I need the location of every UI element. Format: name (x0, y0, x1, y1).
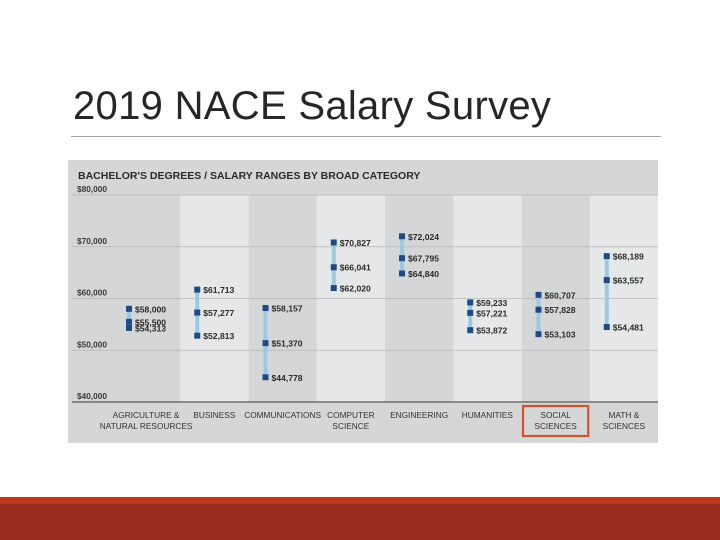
salary-point (467, 327, 474, 334)
salary-point (262, 374, 269, 381)
salary-point (194, 332, 201, 339)
salary-value-label: $44,778 (272, 373, 303, 383)
salary-value-label: $72,024 (408, 232, 439, 242)
category-label: SCIENCES (534, 421, 577, 431)
y-tick-label: $40,000 (77, 391, 107, 401)
salary-point (126, 305, 132, 312)
slide-title: 2019 NACE Salary Survey (73, 84, 552, 128)
highlight-box (521, 404, 590, 438)
salary-value-label: $55,500 (135, 317, 166, 327)
salary-value-label: $52,813 (203, 331, 234, 341)
category-label: MATH & (609, 410, 640, 420)
y-tick-label: $50,000 (77, 339, 107, 349)
salary-range-bar (127, 308, 131, 328)
salary-point (535, 306, 542, 313)
salary-value-label: $61,713 (203, 285, 234, 295)
salary-value-label: $68,189 (613, 252, 644, 262)
salary-point (535, 291, 542, 298)
salary-value-label: $57,277 (203, 308, 234, 318)
salary-value-label: $60,707 (545, 290, 576, 300)
chart-title: BACHELOR'S DEGREES / SALARY RANGES BY BR… (78, 170, 420, 182)
salary-point (399, 255, 405, 262)
salary-value-label: $58,157 (272, 304, 303, 314)
category-label: AGRICULTURE & (113, 410, 180, 420)
salary-point (126, 324, 132, 331)
category-label: COMMUNICATIONS (244, 410, 321, 420)
salary-value-label: $62,020 (340, 284, 371, 294)
salary-value-label: $54,313 (135, 323, 166, 333)
y-tick-label: $70,000 (77, 236, 107, 246)
salary-value-label: $64,840 (408, 269, 439, 279)
category-label: NATURAL RESOURCES (100, 421, 193, 431)
salary-point (262, 305, 269, 312)
category-label: COMPUTER (327, 410, 374, 420)
salary-value-label: $66,041 (340, 263, 371, 273)
category-label: SCIENCE (332, 421, 369, 431)
salary-point (126, 318, 132, 325)
salary-range-bar (536, 294, 541, 335)
salary-point (330, 264, 337, 271)
salary-value-label: $53,872 (476, 326, 507, 336)
title-divider (71, 136, 661, 137)
y-tick-label: $60,000 (77, 288, 107, 298)
category-label: ENGINEERING (390, 410, 448, 420)
footer-accent-stripe (0, 497, 720, 504)
salary-value-label: $67,795 (408, 254, 439, 264)
category-label: SOCIAL (540, 410, 571, 420)
chart-canvas: $80,000 $70,000 $60,000 $50,000 $40,000 $58,0… (72, 170, 658, 438)
salary-value-label: $63,557 (613, 276, 644, 286)
salary-point (603, 253, 610, 260)
y-tick-label: $80,000 (77, 184, 107, 194)
salary-point (194, 286, 201, 293)
salary-value-label: $57,828 (545, 305, 576, 315)
salary-value-label: $54,481 (613, 323, 644, 333)
salary-point (330, 285, 337, 292)
salary-point (467, 299, 474, 306)
category-label: HUMANITIES (462, 410, 514, 420)
salary-point (603, 277, 610, 284)
salary-value-label: $51,370 (272, 339, 303, 349)
salary-point (399, 233, 405, 240)
salary-point (603, 324, 610, 331)
salary-point (330, 239, 337, 246)
salary-value-label: $70,827 (340, 238, 371, 248)
salary-range-bar (604, 256, 609, 328)
salary-point (262, 340, 269, 347)
salary-point (194, 309, 201, 316)
salary-range-bar (400, 236, 404, 274)
salary-value-label: $53,103 (545, 330, 576, 340)
salary-point (399, 270, 405, 277)
salary-value-label: $59,233 (476, 298, 507, 308)
salary-value-label: $58,000 (135, 304, 166, 314)
salary-value-label: $57,221 (476, 308, 507, 318)
salary-range-bar (468, 302, 473, 331)
salary-point (467, 309, 474, 316)
category-label: BUSINESS (193, 410, 235, 420)
footer-bar (0, 497, 720, 540)
category-label: SCIENCES (603, 421, 646, 431)
salary-point (535, 331, 542, 338)
salary-range-chart: $80,000 $70,000 $60,000 $50,000 $40,000 $58,0… (68, 160, 658, 443)
